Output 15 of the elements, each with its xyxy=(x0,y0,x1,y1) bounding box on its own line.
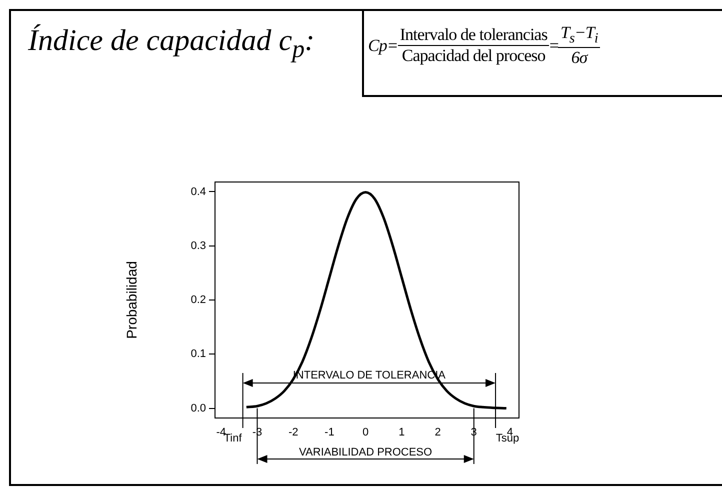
x-tick-label: -4 xyxy=(216,426,226,439)
x-tick-label: 0 xyxy=(362,426,369,439)
y-tick-label: 0.0 xyxy=(190,402,206,414)
x-tick-label: 1 xyxy=(398,426,405,439)
y-axis-title: Probabilidad xyxy=(123,261,140,339)
y-tick-label: 0.2 xyxy=(190,294,206,306)
y-tick-label: 0.3 xyxy=(190,240,206,252)
ref-line-label: Tsup xyxy=(496,432,520,445)
x-tick-label: -1 xyxy=(324,426,334,439)
text: VARIABILIDAD PROCESO xyxy=(299,446,433,459)
x-tick-label: 2 xyxy=(434,426,441,439)
chart-title: Índice de capacidad c$_{p}$: xyxy=(28,24,315,64)
y-tick-label: 0.1 xyxy=(190,348,206,360)
x-tick-label: -2 xyxy=(288,426,298,439)
y-tick-label: 0.4 xyxy=(190,186,206,198)
